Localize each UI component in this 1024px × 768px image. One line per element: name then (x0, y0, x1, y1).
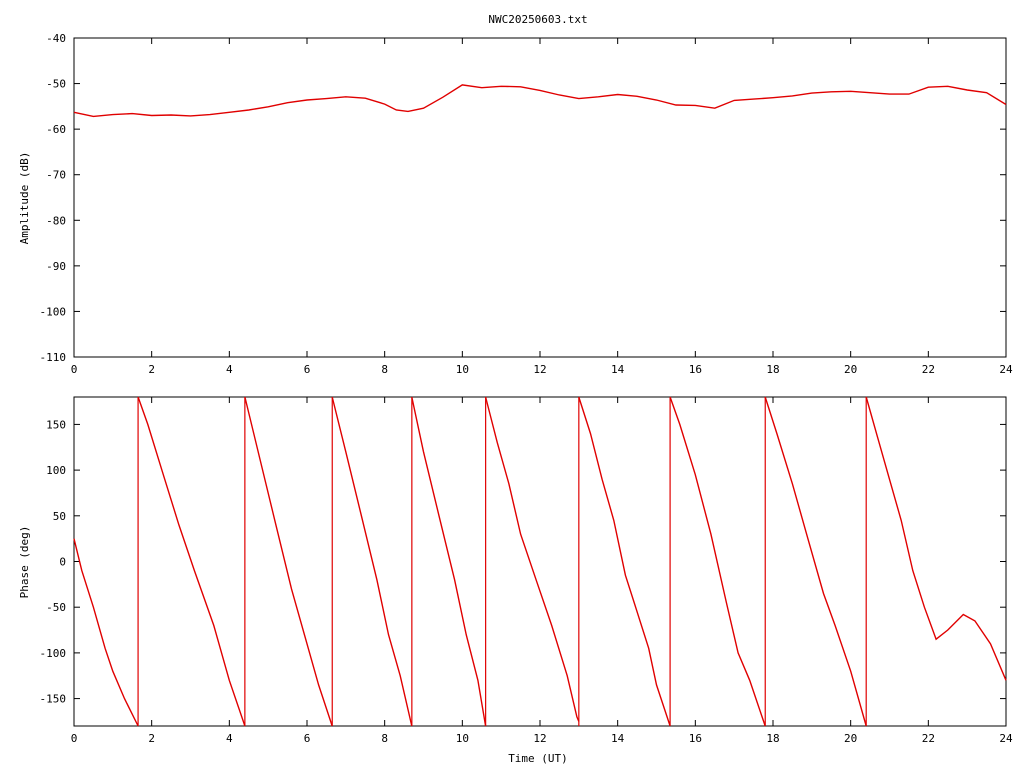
x-tick-label: 0 (71, 363, 78, 376)
x-tick-label: 22 (922, 732, 935, 745)
y-tick-label: -100 (40, 305, 67, 318)
phase-y-axis-label: Phase (deg) (18, 526, 31, 599)
series-line (865, 396, 1007, 681)
x-tick-label: 16 (689, 732, 702, 745)
y-tick-label: -100 (40, 647, 67, 660)
x-tick-label: 12 (533, 732, 546, 745)
x-tick-label: 2 (148, 732, 155, 745)
y-tick-label: -80 (46, 214, 66, 227)
amplitude-panel: NWC20250603.txt -110-100-90-80-70-60-50-… (18, 13, 1013, 376)
amplitude-y-axis-label: Amplitude (dB) (18, 152, 31, 245)
y-tick-label: -90 (46, 260, 66, 273)
amplitude-plot-frame (73, 37, 1007, 358)
y-tick-label: 150 (46, 418, 66, 431)
x-tick-label: 6 (304, 363, 311, 376)
series-line (578, 396, 671, 727)
x-tick-label: 4 (226, 363, 233, 376)
x-tick-label: 14 (611, 363, 625, 376)
x-tick-label: 24 (999, 363, 1013, 376)
chart-title: NWC20250603.txt (488, 13, 587, 26)
y-tick-label: -70 (46, 169, 66, 182)
y-tick-label: -40 (46, 32, 66, 45)
amplitude-x-ticks: 0 2 4 6 8 10 12 14 16 18 20 22 24 (71, 38, 1013, 376)
series-line (411, 396, 487, 727)
x-tick-label: 18 (766, 363, 779, 376)
x-tick-label: 20 (844, 363, 857, 376)
x-tick-label: 8 (381, 732, 388, 745)
x-tick-label: 14 (611, 732, 625, 745)
amplitude-series (73, 84, 1007, 118)
x-tick-label: 2 (148, 363, 155, 376)
x-tick-label: 6 (304, 732, 311, 745)
x-tick-label: 22 (922, 363, 935, 376)
x-tick-label: 4 (226, 732, 233, 745)
x-tick-label: 18 (766, 732, 779, 745)
amplitude-y-ticks: -110 -100 -90 -80 -70 -60 -50 -40 (40, 32, 1006, 364)
x-tick-label: 20 (844, 732, 857, 745)
series-line (484, 396, 580, 722)
phase-series (73, 396, 1007, 727)
series-line (137, 396, 246, 727)
series-line (73, 84, 1007, 118)
time-x-axis-label: Time (UT) (508, 752, 568, 765)
x-tick-label: 8 (381, 363, 388, 376)
y-tick-label: -60 (46, 123, 66, 136)
x-tick-label: 10 (456, 732, 469, 745)
x-tick-label: 10 (456, 363, 469, 376)
phase-x-ticks: 0 2 4 6 8 10 12 14 16 18 20 22 24 (71, 397, 1013, 745)
series-line (73, 538, 139, 727)
phase-y-ticks: -150 -100 -50 0 50 100 150 (40, 418, 1006, 706)
x-tick-label: 16 (689, 363, 702, 376)
y-tick-label: -50 (46, 601, 66, 614)
x-tick-label: 0 (71, 732, 78, 745)
y-tick-label: 100 (46, 464, 66, 477)
y-tick-label: -50 (46, 78, 66, 91)
series-line (764, 396, 867, 727)
x-tick-label: 12 (533, 363, 546, 376)
y-tick-label: 50 (53, 510, 66, 523)
x-tick-label: 24 (999, 732, 1013, 745)
y-tick-label: 0 (59, 556, 66, 569)
series-line (331, 396, 413, 727)
series-line (244, 396, 333, 727)
series-line (669, 396, 766, 727)
y-tick-label: -150 (40, 693, 67, 706)
y-tick-label: -110 (40, 351, 67, 364)
